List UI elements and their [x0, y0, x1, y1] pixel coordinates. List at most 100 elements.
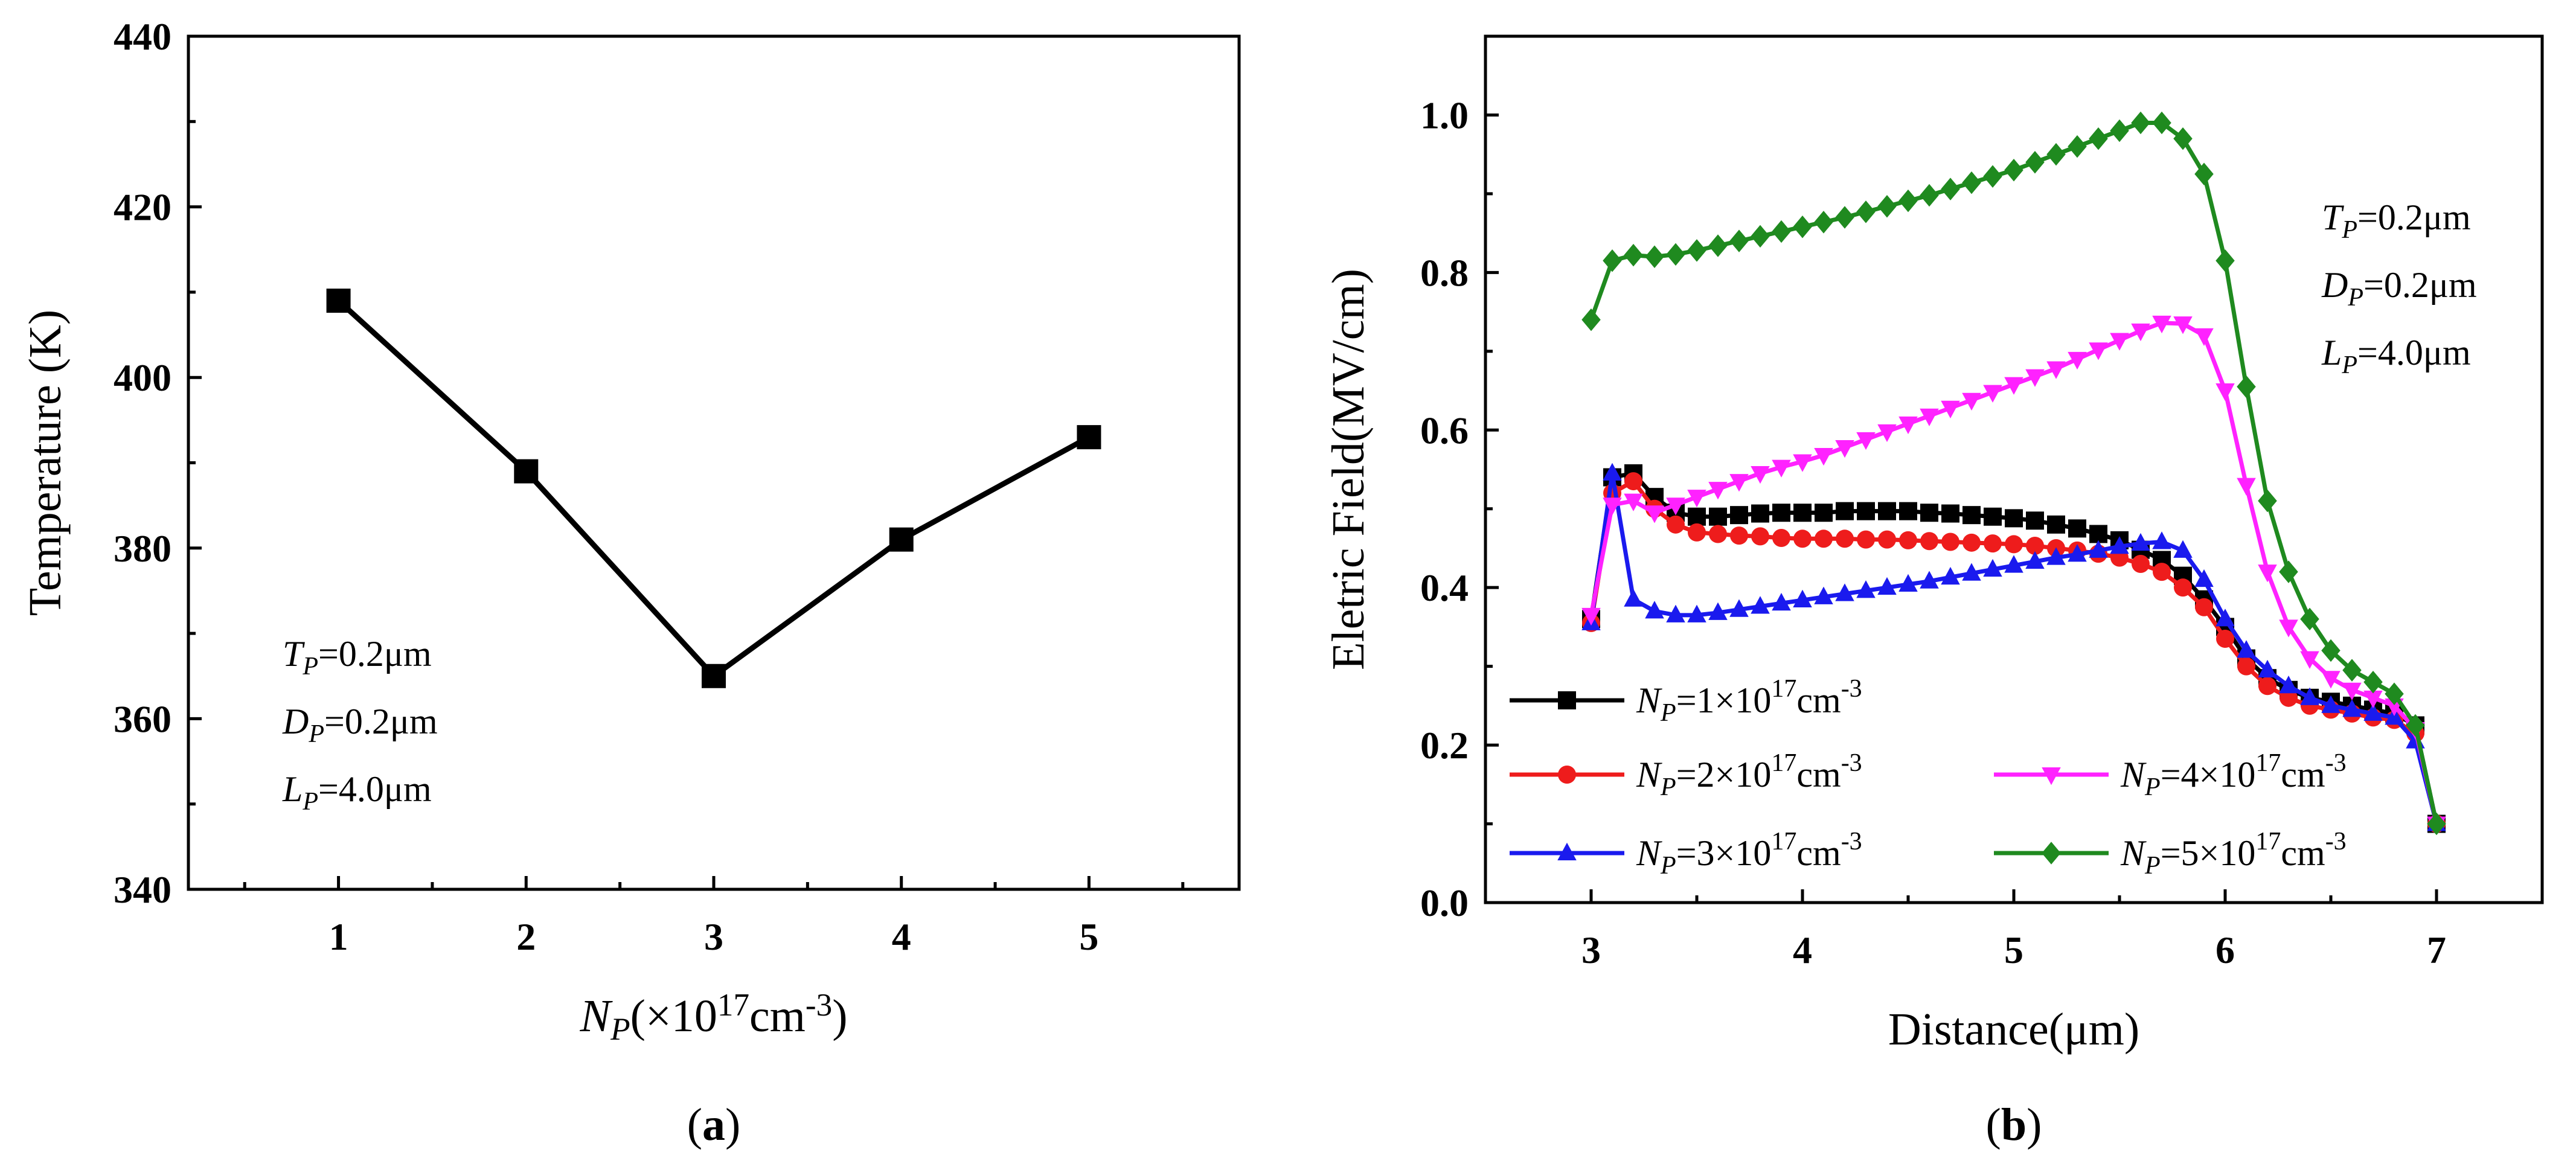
series-5-point [2025, 150, 2045, 174]
series-5-point [1624, 243, 1643, 267]
series-5-point [1941, 178, 1960, 200]
series-2-point [1941, 533, 1959, 551]
legend-entry: NP=1×1017cm-3 [1510, 675, 1862, 727]
series-3-point [2046, 547, 2066, 565]
series-3-point [2300, 687, 2319, 705]
series-5-point [1962, 171, 1981, 194]
x-tick-label: 6 [2216, 929, 2235, 971]
series-5-point [1920, 184, 1939, 207]
series-1-point [2047, 515, 2065, 534]
legend-entry: NP=3×1017cm-3 [1510, 828, 1862, 880]
series-2-point [1857, 530, 1875, 549]
series-5-point [2046, 142, 2066, 166]
series-4-point [1645, 505, 1664, 523]
series-3-point [1793, 589, 1812, 608]
legend-label: NP=4×1017cm-3 [2120, 749, 2347, 801]
series-2-point [2174, 578, 2192, 597]
series-3-point [2152, 531, 2171, 549]
series-1-point [1730, 506, 1748, 525]
series-5-point [2173, 127, 2193, 150]
series-3-point [1645, 601, 1664, 619]
series-4-point [1708, 482, 1728, 500]
panel-b: 3 4 5 6 7 0.0 0.2 0.4 0.6 0.8 1.0 Eletric Field(MV/… [1323, 34, 2544, 1150]
series-5-point [1898, 189, 1918, 213]
series-3-point [1983, 558, 2002, 577]
y-tick-label: 0.2 [1420, 724, 1469, 767]
series-4-point [1666, 497, 1685, 516]
series-3-point [1898, 574, 1918, 592]
series-1-point [702, 664, 726, 688]
series-4-point [2089, 342, 2108, 360]
y-tick-label: 0.6 [1420, 409, 1469, 452]
x-tick-label: 3 [1581, 929, 1601, 971]
y-tick-label: 360 [114, 697, 171, 740]
panel-label: (b) [1986, 1099, 2042, 1150]
y-axis-title: Temperature (K) [20, 310, 71, 616]
y-tick-label: 440 [114, 15, 171, 58]
series-1-point [1688, 507, 1706, 526]
series-4-point [2194, 328, 2214, 346]
series-1-point [2089, 525, 2107, 543]
series-3-point [1877, 577, 1897, 595]
series-3-point [1772, 593, 1791, 611]
series-5-point [2258, 489, 2277, 513]
series-5-point [1856, 200, 1876, 223]
series-1-point [1751, 504, 1769, 523]
y-tick-label: 1.0 [1420, 94, 1469, 136]
series-3-point [2194, 569, 2214, 587]
series-4-point [2258, 565, 2277, 583]
series-2-point [1751, 527, 1769, 546]
series-1-point [2068, 519, 2086, 538]
series-5-point [2279, 560, 2298, 583]
series-5-point [1666, 243, 1685, 266]
x-tick-label: 5 [1079, 915, 1098, 958]
series-2-point [2132, 555, 2150, 574]
series-5-point [2300, 607, 2319, 631]
series-3-point [2089, 540, 2108, 558]
series-3-point [1708, 602, 1728, 620]
series-3-point [2258, 659, 2277, 678]
series-4-point [2004, 377, 2023, 395]
x-axis-title: Distance(μm) [1888, 1004, 2139, 1055]
series-4-point [2173, 316, 2193, 334]
parameter-annotation: DP=0.2μm [2321, 265, 2477, 312]
y-tick-label: 0.8 [1420, 251, 1469, 294]
series-3-point [2237, 640, 2256, 658]
series-1-point [1899, 502, 1917, 520]
series-2-point [1815, 529, 1833, 548]
y-axis-title: Eletric Field(MV/cm) [1323, 269, 1374, 670]
series-5-point [2406, 714, 2425, 737]
series-5-point [1751, 225, 1770, 248]
series-2-point [2237, 657, 2255, 676]
series-4-point [1920, 408, 1939, 427]
legend-label: NP=1×1017cm-3 [1636, 675, 1862, 727]
series-1-point [1878, 502, 1896, 520]
parameter-annotation: LP=4.0μm [2321, 333, 2471, 379]
series-1-point [1077, 425, 1101, 450]
legend-entry: NP=4×1017cm-3 [1994, 749, 2347, 801]
legend-entry: NP=2×1017cm-3 [1510, 749, 1862, 801]
series-3-point [1920, 571, 1939, 589]
x-tick-label: 4 [1793, 929, 1812, 971]
series-3-point [1687, 604, 1706, 622]
series-3-point [1624, 589, 1643, 607]
series-3-point [1751, 596, 1770, 614]
series-2-point [2216, 629, 2234, 648]
series-3-point [2131, 533, 2150, 551]
series-4-point [1772, 459, 1791, 478]
series-4-point [1983, 385, 2002, 403]
series-2-point [2195, 598, 2213, 616]
series-4-point [1856, 432, 1876, 450]
series-3-point [2279, 676, 2298, 694]
series-layer [326, 289, 1101, 688]
series-2-point [1624, 472, 1642, 491]
series-1-point [1815, 504, 1833, 522]
legend-label: NP=3×1017cm-3 [1636, 828, 1862, 880]
series-2-point [1836, 529, 1854, 548]
series-5-point [1772, 220, 1791, 243]
series-4-point [1687, 490, 1706, 508]
x-tick-label: 1 [329, 915, 348, 958]
parameter-annotation: TP=0.2μm [2322, 197, 2471, 244]
series-3-point [1856, 580, 1876, 598]
